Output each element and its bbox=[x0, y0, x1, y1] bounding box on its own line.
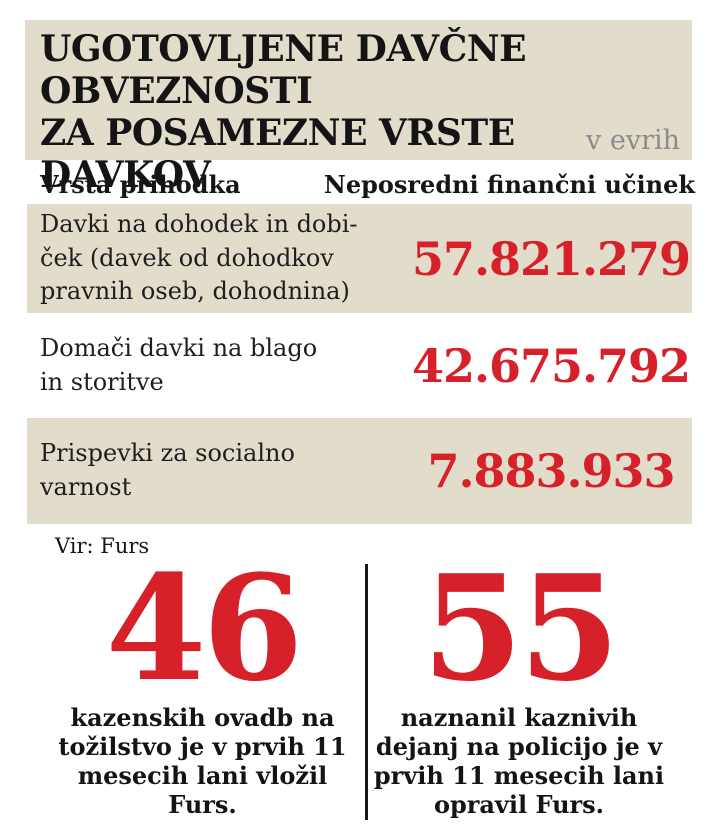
row-label: Domači davki na blago in storitve bbox=[27, 332, 365, 399]
page-title-line2: ZA POSAMEZNE VRSTE DAVKOV bbox=[40, 112, 515, 197]
row-label-line: in storitve bbox=[40, 367, 164, 396]
stat-number: 55 bbox=[422, 544, 620, 714]
page-title: UGOTOVLJENE DAVČNE OBVEZNOSTI ZA POSAMEZ… bbox=[40, 28, 692, 196]
stat-left: 46 kazenskih ovadb na tožilstvo je v prv… bbox=[40, 544, 365, 820]
row-value: 7.883.933 bbox=[427, 444, 675, 498]
vertical-divider bbox=[365, 564, 368, 820]
row-label-line: ček (davek od dohodkov bbox=[40, 243, 334, 272]
table-row: Prispevki za socialno varnost 7.883.933 bbox=[27, 418, 692, 524]
column-header-type: Vrsta prihodka bbox=[40, 170, 241, 199]
stat-caption-line: tožilstvo je v prvih 11 bbox=[58, 731, 347, 761]
source-note: Vir: Furs bbox=[55, 534, 150, 558]
stat-caption: kazenskih ovadb na tožilstvo je v prvih … bbox=[40, 703, 365, 820]
stat-caption-line: prvih 11 mesecih lani bbox=[373, 761, 665, 791]
row-label: Prispevki za socialno varnost bbox=[27, 437, 365, 504]
row-label-line: varnost bbox=[40, 473, 132, 501]
row-value: 42.675.792 bbox=[411, 338, 691, 393]
row-label: Davki na dohodek in dobi- ček (davek od … bbox=[27, 208, 365, 309]
column-header-effect: Neposredni finančni učinek bbox=[323, 170, 695, 199]
stat-caption-line: naznanil kaznivih bbox=[400, 702, 638, 732]
row-label-line: Domači davki na blago bbox=[40, 333, 318, 362]
table-row: Davki na dohodek in dobi- ček (davek od … bbox=[27, 204, 692, 313]
stats-section: 46 kazenskih ovadb na tožilstvo je v prv… bbox=[40, 544, 685, 820]
row-label-line: Prispevki za socialno bbox=[40, 439, 295, 468]
row-label-line: Davki na dohodek in dobi- bbox=[40, 210, 358, 239]
stat-caption: naznanil kaznivih dejanj na policijo je … bbox=[368, 703, 670, 820]
stat-caption-line: kazenskih ovadb na bbox=[70, 702, 335, 732]
stat-caption-line: dejanj na policijo je v bbox=[375, 731, 663, 761]
stat-number: 46 bbox=[105, 544, 304, 714]
table-row: Domači davki na blago in storitve 42.675… bbox=[27, 313, 692, 418]
stat-right: 55 naznanil kaznivih dejanj na policijo … bbox=[368, 544, 670, 820]
page-title-line1: UGOTOVLJENE DAVČNE OBVEZNOSTI bbox=[40, 28, 527, 113]
stat-caption-line: mesecih lani vložil bbox=[77, 761, 328, 791]
row-value: 57.821.279 bbox=[411, 231, 691, 286]
title-panel: UGOTOVLJENE DAVČNE OBVEZNOSTI ZA POSAMEZ… bbox=[25, 20, 692, 196]
stat-caption-line: Furs. bbox=[168, 790, 237, 820]
stat-caption-line: opravil Furs. bbox=[433, 790, 605, 820]
row-label-line: pravnih oseb, dohodnina) bbox=[40, 277, 350, 306]
unit-note: v evrih bbox=[586, 125, 680, 156]
